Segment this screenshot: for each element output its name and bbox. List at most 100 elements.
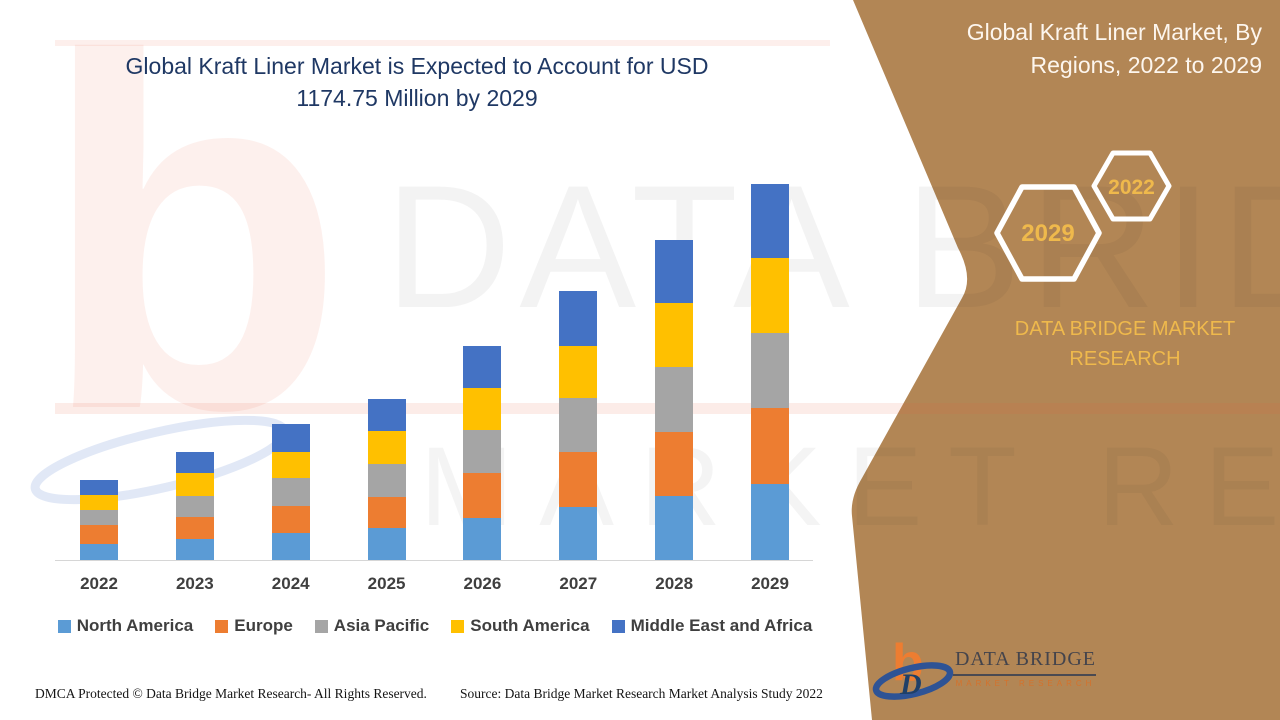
page-title-line1: Global Kraft Liner Market is Expected to… <box>125 53 709 79</box>
bar-segment <box>559 345 598 398</box>
x-axis-label: 2029 <box>751 574 789 593</box>
brand-wordmark-line1: DATA BRIDGE MARKET <box>1014 318 1236 340</box>
bar-segment <box>655 432 694 496</box>
bar-segment <box>80 495 118 510</box>
bar-segment <box>655 239 694 304</box>
bar-segment <box>80 525 118 544</box>
bar-segment <box>271 505 310 534</box>
bar-segment <box>80 509 118 526</box>
panel-heading: Global Kraft Liner Market, By Regions, 2… <box>920 16 1262 82</box>
legend-item: Europe <box>215 616 293 636</box>
bar-segment <box>559 291 598 346</box>
legend-label: South America <box>470 616 590 635</box>
bar-segment <box>175 473 214 497</box>
hexagon-2029-label: 2029 <box>1021 220 1074 247</box>
bar-segment <box>80 544 118 560</box>
x-axis-label: 2027 <box>559 574 598 593</box>
x-axis-label: 2028 <box>655 574 694 593</box>
legend-swatch-icon <box>57 619 71 633</box>
panel-heading-line2: Regions, 2022 to 2029 <box>1030 52 1262 78</box>
legend-item: Asia Pacific <box>314 616 430 636</box>
bar-segment <box>271 424 310 452</box>
bar-segment <box>271 533 310 560</box>
dmca-notice: DMCA Protected © Data Bridge Market Rese… <box>35 686 427 701</box>
bar-segment <box>559 452 598 508</box>
company-logo: b D <box>872 634 954 701</box>
x-axis-label: 2024 <box>271 574 310 593</box>
bar-segment <box>175 516 214 540</box>
stacked-bar-2029 <box>751 184 790 560</box>
bar-segment <box>751 257 790 334</box>
brand-wordmark: DATA BRIDGE MARKET RESEARCH <box>1000 314 1250 374</box>
legend-item: South America <box>451 616 590 636</box>
bar-segment <box>655 303 694 367</box>
source-note: Source: Data Bridge Market Research Mark… <box>460 686 823 701</box>
hexagon-badges: 2022 2029 <box>994 150 1172 282</box>
bar-segment <box>271 478 310 506</box>
bar-segment <box>655 496 694 560</box>
legend-label: North America <box>76 616 194 635</box>
side-panel-shape <box>851 0 1280 720</box>
legend-swatch-icon <box>611 619 625 633</box>
bar-segment <box>271 451 310 479</box>
bar-segment <box>367 496 406 528</box>
bar-segment <box>559 397 598 453</box>
bar-segment <box>751 184 790 258</box>
bar-segment <box>463 430 502 474</box>
bar-segment <box>751 483 790 560</box>
logo-swoosh-icon <box>872 662 954 700</box>
legend-item: North America <box>57 616 194 636</box>
bar-segment <box>463 473 502 519</box>
hexagon-2029 <box>994 184 1102 282</box>
logo-d-icon: D <box>899 668 922 701</box>
stacked-bar-2025 <box>367 398 406 560</box>
logo-b-icon: b <box>892 634 924 692</box>
legend-swatch-icon <box>215 619 229 633</box>
bar-segment <box>463 387 502 431</box>
bar-segment <box>751 407 790 484</box>
bar-segment <box>175 496 214 517</box>
legend-item: Middle East and Africa <box>611 616 813 636</box>
legend-label: Middle East and Africa <box>630 616 813 635</box>
bar-segment <box>367 528 406 560</box>
x-axis-label: 2023 <box>175 574 214 593</box>
chart-legend: North America Europe Asia Pacific South Ame… <box>30 616 840 636</box>
stacked-bar-2023 <box>175 451 214 560</box>
x-axis-label: 2026 <box>463 574 502 593</box>
x-axis-label: 2025 <box>367 574 406 593</box>
panel-heading-line1: Global Kraft Liner Market, By <box>966 19 1262 45</box>
page-title: Global Kraft Liner Market is Expected to… <box>58 50 776 114</box>
page-title-line2: 1174.75 Million by 2029 <box>296 85 538 111</box>
bar-segment <box>367 463 406 497</box>
x-axis-line <box>55 560 813 561</box>
stacked-bar-2027 <box>559 291 598 560</box>
bar-segment <box>367 398 406 431</box>
stacked-bar-2028 <box>655 239 694 560</box>
legend-swatch-icon <box>314 619 328 633</box>
x-axis-label: 2022 <box>80 574 118 593</box>
logo-name: DATA BRIDGE <box>954 648 1097 670</box>
stacked-bar-2024 <box>271 424 310 560</box>
stacked-bar-2026 <box>463 345 502 560</box>
bar-segment <box>367 430 406 464</box>
bar-segment <box>175 451 214 474</box>
stacked-bar-2022 <box>80 480 118 560</box>
x-axis-labels: 2022 2023 2024 2025 2026 2027 2028 2029 <box>55 574 817 600</box>
bar-segment <box>80 480 118 496</box>
hexagon-2022-label: 2022 <box>1108 176 1155 199</box>
legend-label: Asia Pacific <box>333 616 430 635</box>
brand-wordmark-line2: RESEARCH <box>1069 348 1181 370</box>
hexagon-2022 <box>1091 150 1172 222</box>
legend-swatch-icon <box>451 619 465 633</box>
bar-segment <box>175 539 214 560</box>
logo-underline <box>953 674 1096 676</box>
plot-area <box>55 170 817 560</box>
bar-segment <box>463 345 502 388</box>
logo-tagline: MARKET RESEARCH <box>955 679 1096 688</box>
bar-segment <box>655 366 694 433</box>
bar-segment <box>751 333 790 408</box>
legend-label: Europe <box>234 616 293 635</box>
bar-segment <box>463 518 502 560</box>
bar-segment <box>559 507 598 560</box>
